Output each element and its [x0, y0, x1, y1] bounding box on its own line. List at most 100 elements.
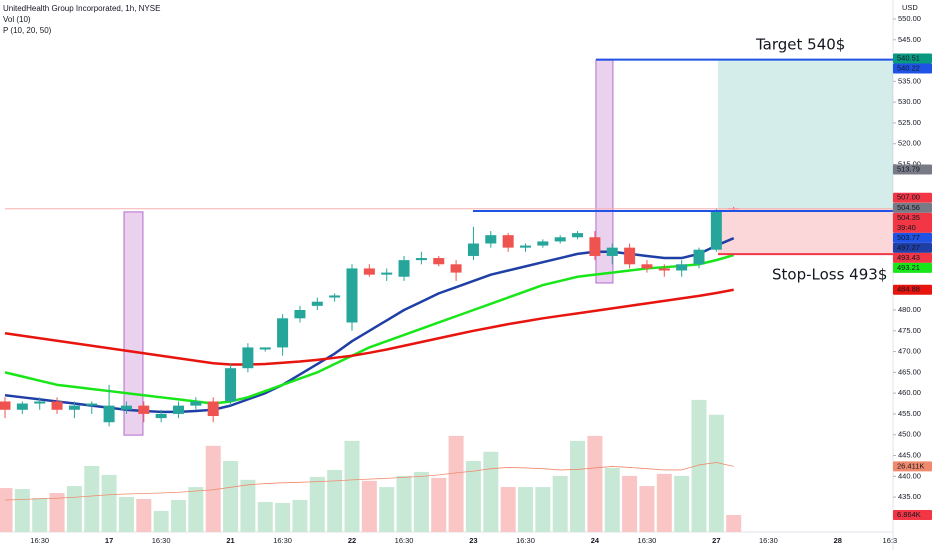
candle-body	[641, 264, 653, 269]
volume-bar	[188, 487, 204, 532]
x-tick-label: 16:30	[638, 536, 657, 545]
x-tick-label: 16:30	[516, 536, 535, 545]
candle-body	[450, 264, 462, 273]
price-label: 540.51	[897, 53, 920, 62]
volume-bar	[500, 487, 516, 532]
volume-bar	[604, 467, 620, 532]
indicator-label: P (10, 20, 50)	[3, 26, 52, 35]
volume-bar	[552, 475, 568, 532]
volume-bar	[361, 480, 377, 532]
price-label: 497.27	[897, 243, 920, 252]
volume-bar	[223, 460, 239, 532]
plot	[0, 58, 893, 532]
volume-bar	[431, 477, 447, 532]
y-tick-label: 535.00	[898, 76, 921, 85]
volume-bar	[518, 487, 533, 532]
candle-body	[415, 258, 427, 261]
y-tick-label: 435.00	[898, 492, 921, 501]
candle-body	[589, 237, 601, 256]
volume-bar	[0, 488, 13, 532]
price-label-box	[893, 212, 932, 233]
volume-bar	[309, 476, 325, 532]
price-label-box	[893, 242, 932, 253]
y-tick-label: 525.00	[898, 118, 921, 127]
volume-bar	[171, 499, 186, 532]
highlight-box	[718, 59, 893, 209]
volume-bar	[448, 435, 464, 532]
x-tick-label: 27	[712, 536, 720, 545]
x-tick-label: 23	[469, 536, 477, 545]
y-tick-label: 550.00	[898, 14, 921, 23]
price-label: 26.411K	[897, 461, 924, 470]
x-tick-label: 17	[105, 536, 113, 545]
x-tick-label: 28	[834, 536, 842, 545]
volume-bar	[49, 493, 65, 532]
candle-body	[190, 401, 202, 406]
volume-bar	[84, 465, 100, 532]
candle-body	[242, 347, 254, 369]
candle-body	[225, 368, 237, 402]
candle-body	[86, 403, 98, 406]
price-label-box	[893, 284, 932, 295]
candle-body	[68, 405, 80, 410]
price-label: 504.35	[897, 213, 920, 222]
candle-body	[398, 260, 410, 277]
highlight-box	[718, 208, 893, 255]
candle-body	[554, 237, 566, 242]
candle-body	[693, 249, 705, 265]
x-tick-label: 21	[226, 536, 234, 545]
highlight-box	[123, 211, 144, 436]
price-label-box	[893, 202, 932, 213]
annotation: Target 540$	[755, 36, 845, 54]
y-tick-label: 545.00	[898, 35, 921, 44]
candle-body	[502, 235, 514, 248]
price-label-box	[893, 252, 932, 263]
candle-body	[0, 401, 11, 410]
y-tick-label: 520.00	[898, 139, 921, 148]
price-label: 493.21	[897, 263, 920, 272]
candle-body	[485, 235, 497, 244]
candle-body	[103, 405, 115, 423]
price-label: 513.79	[897, 165, 920, 174]
y-tick-label: 465.00	[898, 367, 921, 376]
annotation: Stop-Loss 493$	[772, 266, 887, 284]
price-label: 493.43	[897, 253, 920, 262]
y-tick-label: 440.00	[898, 471, 921, 480]
volume-bar	[118, 496, 134, 532]
y-tick-label: 450.00	[898, 430, 921, 439]
price-label: 507.00	[897, 193, 920, 202]
candle-body	[710, 211, 722, 250]
price-label-box	[893, 461, 932, 472]
volume-bar	[396, 475, 412, 532]
volume-bar	[708, 414, 724, 532]
volume-bar	[674, 475, 690, 532]
candle-body	[329, 295, 341, 298]
volume-bar	[240, 479, 256, 532]
volume-bar	[413, 471, 429, 532]
candle-body	[537, 241, 549, 246]
candle-body	[676, 264, 688, 271]
volume-bar	[691, 399, 707, 532]
y-tick-label: 460.00	[898, 388, 921, 397]
volume-bar	[14, 489, 30, 532]
volume-bar	[656, 473, 672, 532]
candle-body	[658, 268, 670, 271]
volume-bar	[275, 502, 291, 532]
x-tick-label: 24	[591, 536, 600, 545]
volume-bar	[101, 474, 117, 532]
y-tick-label: 445.00	[898, 450, 921, 459]
price-label-box	[893, 192, 932, 203]
candle-body	[572, 233, 584, 238]
x-tick-label: 16:30	[395, 536, 414, 545]
price-label: 484.88	[897, 285, 920, 294]
volume-bar	[535, 487, 551, 532]
candle-body	[120, 405, 132, 410]
volume-bar	[639, 486, 655, 532]
candle-body	[467, 243, 479, 256]
x-tick-label: 22	[348, 536, 356, 545]
candle-body	[363, 268, 375, 275]
y-tick-label: 530.00	[898, 97, 921, 106]
y-tick-label: 475.00	[898, 326, 921, 335]
